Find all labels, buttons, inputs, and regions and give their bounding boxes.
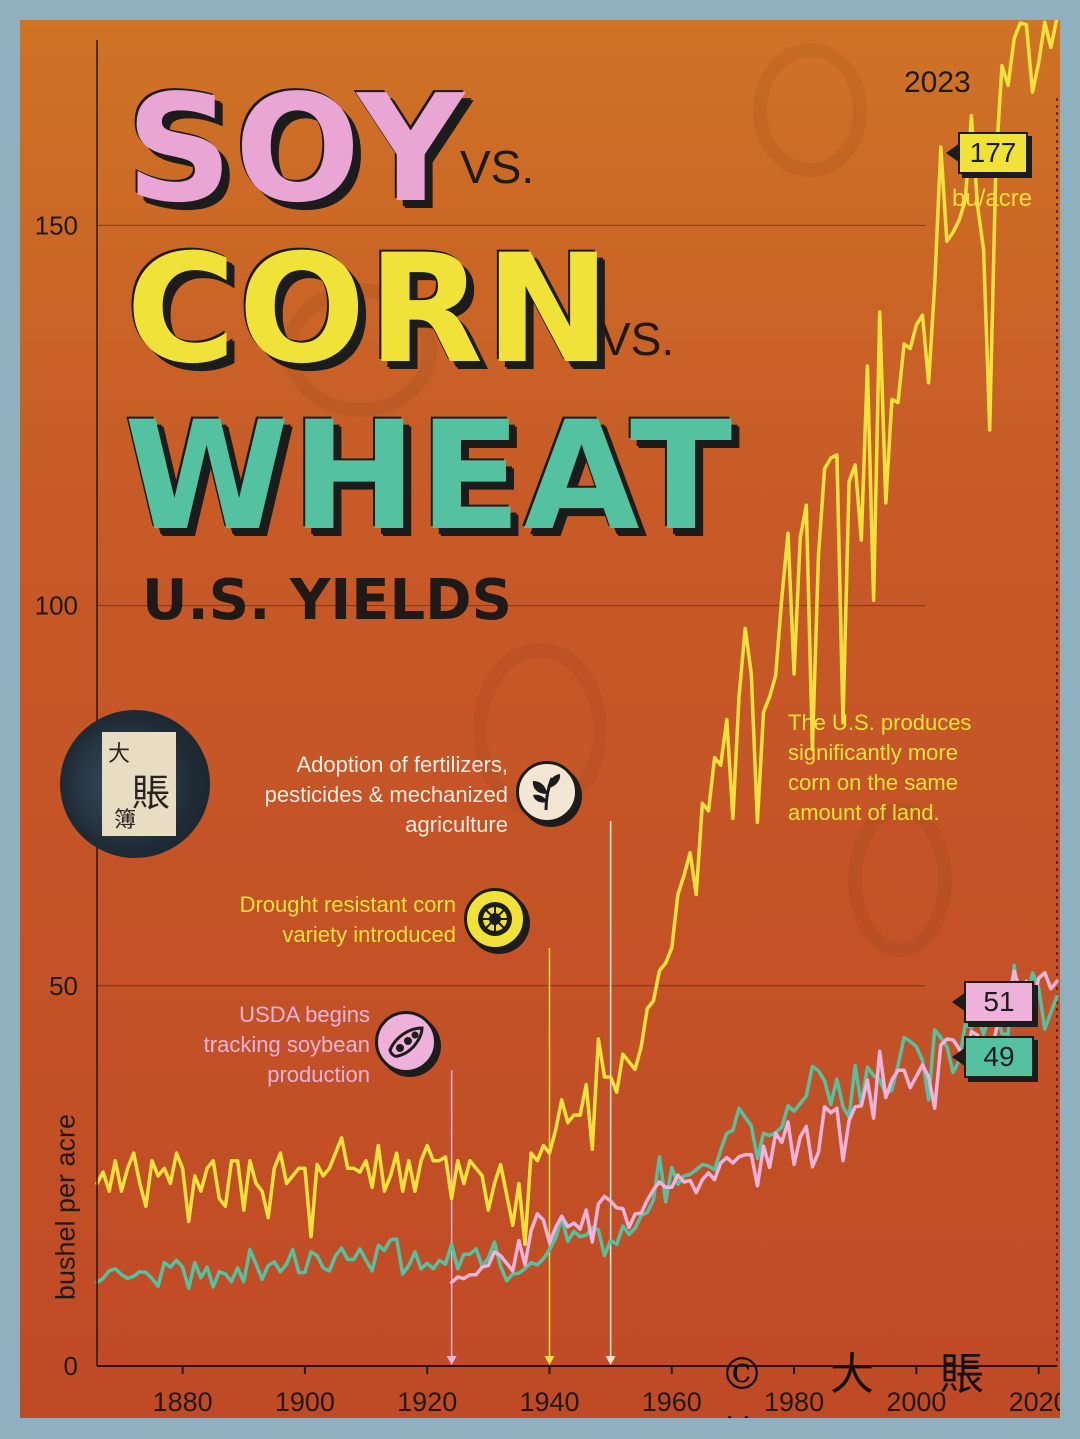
x-tick-label: 1980 [764,1387,824,1417]
annotation-line: amount of land. [788,800,940,825]
title-vs-2: VS. [600,313,675,365]
soy-series-line [449,969,1059,1285]
usda-marker-arrow [446,1356,457,1365]
annotation-line: tracking soybean [203,1032,370,1057]
annotation-line: USDA begins [239,1002,370,1027]
annotation-line: Drought resistant corn [239,892,456,917]
y-axis-label: bushel per acre [50,1113,81,1301]
wheat-end-value-tag: 49 [952,1036,1034,1078]
logo-char-2: 賬 [132,771,171,815]
x-tick-label: 1940 [519,1387,579,1417]
annotation-line: The U.S. produces [788,710,972,735]
y-tick-label: 50 [49,971,78,1001]
watermark-logo: 大 賬 簿 [60,710,210,858]
annotation-line: variety introduced [282,922,456,947]
x-tick-label: 2000 [886,1387,946,1417]
unit-label: bu/acre [952,185,1033,212]
annotation-line: production [267,1062,370,1087]
corn-end-value-tag: 177 [946,132,1028,174]
corn-series-line [95,20,1059,1247]
fertilizers-marker-arrow [605,1356,616,1365]
title-wheat: WHEAT [124,390,735,564]
title-soy: SOY [126,63,467,235]
plant-leaf-icon [516,761,578,823]
logo-char-3: 簿 [114,808,137,833]
chart-frame: 0 50 100 150 1880 1900 1920 1940 1960 1980 2000 202… [20,20,1060,1418]
y-tick-label: 150 [35,210,78,240]
annotation-usda: USDA begins tracking soybean production [204,1000,370,1090]
latest-year-label: 2023 [904,66,971,99]
x-tick-label: 1900 [275,1387,335,1417]
x-tick-label: 1960 [642,1387,702,1417]
chart-canvas: 0 50 100 150 1880 1900 1920 1940 1960 1980 2000 202… [35,20,1060,1417]
annotation-line: Adoption of fertilizers, [296,752,508,777]
x-tick-label: 1880 [153,1387,213,1417]
annotation-fertilizers: Adoption of fertilizers, pesticides & me… [265,750,508,840]
annotation-drought: Drought resistant corn variety introduce… [240,890,456,950]
title-vs-1: VS. [460,141,535,193]
annotation-line: agriculture [405,812,508,837]
x-tick-label: 2020 [1009,1387,1060,1417]
chart-subtitle: U.S. YIELDS [142,568,512,633]
soy-end-value-tag: 51 [952,981,1034,1023]
annotation-line: pesticides & mechanized [264,782,508,807]
annotation-line: significantly more [788,740,958,765]
logo-char-1: 大 [108,742,131,767]
soybean-pod-icon [375,1011,437,1073]
title-corn: CORN [126,223,613,397]
annotation-corn-note: The U.S. produces significantly more cor… [788,708,971,828]
y-tick-label: 0 [64,1351,78,1381]
annotation-line: corn on the same [788,770,958,795]
drought-marker-arrow [544,1356,555,1365]
y-tick-label: 100 [35,591,78,621]
x-tick-label: 1920 [397,1387,457,1417]
logo-card: 大 賬 簿 [102,732,176,836]
copyright-watermark: © 大 賬 簿 [720,1349,1010,1418]
corn-cob-icon [464,888,526,950]
